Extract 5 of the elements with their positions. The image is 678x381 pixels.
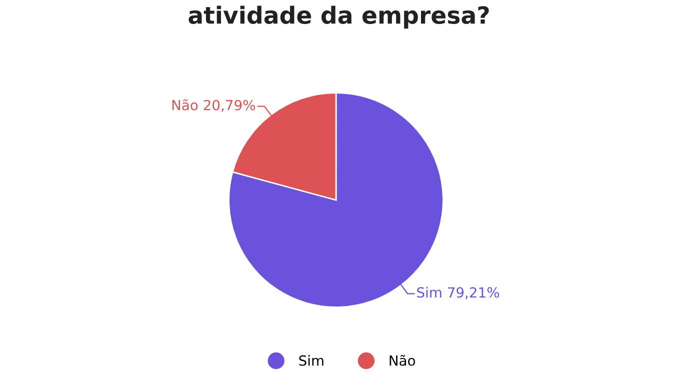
legend-label: Não — [390, 354, 416, 366]
legend-label: Sim — [299, 355, 324, 366]
chart-title: atividade da empresa? — [188, 6, 489, 29]
category-label: Não 20,79% — [172, 99, 255, 112]
category-label: Sim 79,21% — [417, 286, 500, 300]
